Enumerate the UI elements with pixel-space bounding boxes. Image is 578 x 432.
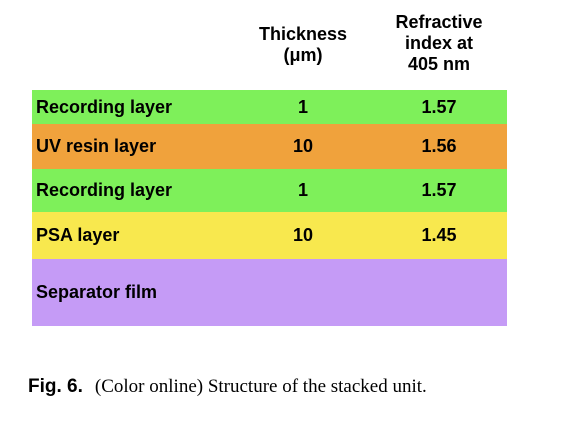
layer-thickness: 10 — [292, 136, 314, 156]
layer-thickness: 10 — [292, 225, 314, 245]
layer-name: Separator film — [36, 282, 158, 302]
figure-caption: Fig. 6. (Color online) Structure of the s… — [28, 376, 558, 398]
layer-thickness: 1 — [297, 96, 308, 117]
layer-name: PSA layer — [36, 225, 120, 245]
figure-caption-text: (Color online) Structure of the stacked … — [94, 376, 427, 397]
layer-row-psa: PSA layer 10 1.45 — [32, 212, 507, 259]
refractive-header-line-1: Refractive — [395, 12, 483, 32]
refractive-header-line-3: 405 nm — [407, 54, 471, 74]
layer-refractive-index — [376, 259, 502, 326]
thickness-header: Thickness (μm) — [248, 24, 358, 66]
refractive-header-line-2: index at — [404, 33, 474, 53]
thickness-header-line: Thickness — [258, 24, 348, 44]
layer-row-recording-1: Recording layer 1 1.57 — [32, 90, 507, 124]
layer-row-separator-film: Separator film — [32, 259, 507, 326]
layer-name: Recording layer — [36, 96, 173, 117]
layer-refractive-index: 1.45 — [421, 225, 457, 245]
layer-thickness — [248, 259, 358, 326]
thickness-header-unit: (μm) — [283, 45, 323, 65]
layer-stack-table: Recording layer 1 1.57 UV resin layer 10… — [32, 90, 507, 326]
refractive-index-header: Refractive index at 405 nm — [376, 12, 502, 75]
layer-refractive-index: 1.57 — [421, 96, 457, 117]
layer-refractive-index: 1.56 — [421, 136, 457, 156]
layer-row-recording-2: Recording layer 1 1.57 — [32, 169, 507, 212]
layer-refractive-index: 1.57 — [421, 180, 457, 200]
table-header: Thickness (μm) Refractive index at 405 n… — [0, 8, 578, 90]
layer-name: Recording layer — [36, 180, 173, 200]
layer-row-uv-resin: UV resin layer 10 1.56 — [32, 124, 507, 169]
layer-name: UV resin layer — [36, 136, 157, 156]
layer-thickness: 1 — [297, 180, 308, 200]
figure-label: Fig. 6. — [28, 376, 83, 397]
